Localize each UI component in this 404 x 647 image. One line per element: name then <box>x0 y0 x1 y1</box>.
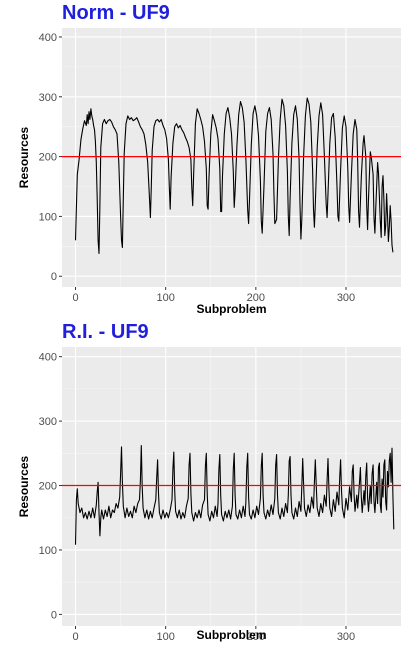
x-tick-label: 100 <box>157 292 175 304</box>
plot-background <box>62 347 401 626</box>
y-tick-label: 100 <box>39 545 57 557</box>
x-tick-label: 200 <box>247 292 265 304</box>
x-axis-label: Subproblem <box>196 628 266 642</box>
y-tick-label: 200 <box>39 481 57 493</box>
y-tick-label: 100 <box>39 211 57 223</box>
x-tick-label: 100 <box>157 631 175 643</box>
y-tick-label: 300 <box>39 92 57 104</box>
y-tick-label: 200 <box>39 152 57 164</box>
x-tick-label: 200 <box>247 631 265 643</box>
y-tick-label: 400 <box>39 32 57 44</box>
x-tick-label: 300 <box>337 631 355 643</box>
x-tick-label: 0 <box>72 631 78 643</box>
y-axis-label: Resources <box>17 455 31 517</box>
y-axis-label: Resources <box>17 126 31 188</box>
series-line <box>74 97 394 255</box>
series-line <box>74 445 395 545</box>
chart-title: Norm - UF9 <box>62 2 170 24</box>
x-tick-label: 300 <box>337 292 355 304</box>
chart-panel-1: Norm - UF9 0 100 200 300 400 0 100 200 300 Subprob… <box>17 2 401 316</box>
chart-title: R.I. - UF9 <box>62 321 149 343</box>
y-tick-label: 0 <box>51 609 57 621</box>
x-tick-label: 0 <box>72 292 78 304</box>
chart-panel-2: R.I. - UF9 0 100 200 300 400 0 100 200 300 Subprob… <box>17 321 401 643</box>
x-axis-label: Subproblem <box>196 302 266 316</box>
y-tick-label: 0 <box>51 271 57 283</box>
y-tick-label: 400 <box>39 352 57 364</box>
y-tick-label: 300 <box>39 416 57 428</box>
